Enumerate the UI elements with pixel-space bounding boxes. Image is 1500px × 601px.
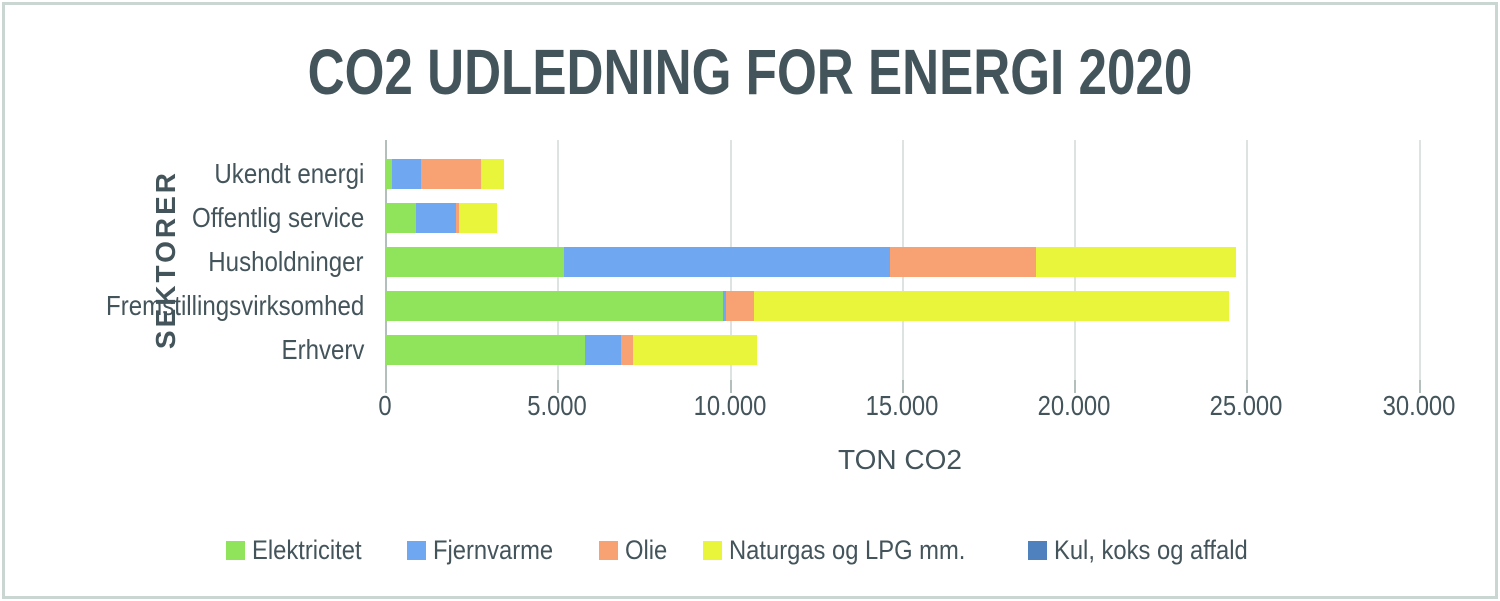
category-row: Fremstillingsvirksomhed (0, 284, 374, 328)
bar-segment (564, 247, 890, 277)
bar-segment (722, 291, 727, 321)
legend-item: Olie (599, 535, 673, 566)
bar-segment (889, 247, 1037, 277)
bar-segment (584, 335, 621, 365)
category-row: Erhverv (0, 328, 374, 372)
bar-segment (385, 291, 723, 321)
bar-segment (455, 203, 460, 233)
chart-legend: Elektricitet Fjernvarme Olie Naturgas og LP… (0, 535, 1500, 566)
bar-segment (385, 159, 392, 189)
axis-tick (1419, 380, 1421, 393)
bar-segment (753, 291, 1230, 321)
bar-segment (385, 247, 565, 277)
legend-item: Naturgas og LPG mm. (703, 535, 998, 566)
bar-row (385, 335, 758, 365)
legend-color-swatch (1027, 541, 1047, 560)
legend-color-swatch (599, 541, 619, 560)
bar-segment (621, 335, 634, 365)
bar-segment (421, 159, 482, 189)
bar-segment (726, 291, 754, 321)
axis-tick (1074, 380, 1076, 393)
axis-tick (385, 380, 387, 393)
legend-item: Kul, koks og affald (1027, 535, 1274, 566)
x-tick-label: 30.000 (1382, 390, 1456, 421)
chart-title: CO2 UDLEDNING FOR ENERGI 2020 (0, 40, 1500, 104)
bar-row (385, 291, 1230, 321)
legend-label: Olie (625, 535, 668, 565)
legend-item: Fjernvarme (406, 535, 570, 566)
legend-color-swatch (406, 541, 426, 560)
category-label: Offentlig service (191, 202, 364, 233)
x-tick-label: 10.000 (693, 390, 767, 421)
category-labels: Ukendt energi Offentlig service Husholdnin… (0, 152, 374, 372)
x-tick-label: 15.000 (865, 390, 939, 421)
x-tick-label: 25.000 (1209, 390, 1283, 421)
gridline (1246, 140, 1248, 380)
legend-label: Elektricitet (252, 535, 362, 565)
bar-segment (385, 335, 585, 365)
axis-tick (730, 380, 732, 393)
x-axis-title-text: TON CO2 (838, 444, 962, 475)
x-axis-title: TON CO2 (838, 444, 962, 476)
bar-segment (391, 159, 422, 189)
gridline (1419, 140, 1421, 380)
legend-label: Naturgas og LPG mm. (729, 535, 966, 565)
axis-tick (1246, 380, 1248, 393)
bar-row (385, 247, 1236, 277)
category-row: Offentlig service (0, 196, 374, 240)
x-tick-label: 0 (378, 390, 392, 421)
bar-row (385, 203, 497, 233)
x-tick-label: 5.000 (527, 390, 587, 421)
bar-segment (481, 159, 504, 189)
legend-color-swatch (226, 541, 246, 560)
x-tick-label: 20.000 (1037, 390, 1111, 421)
legend-item: Elektricitet (226, 535, 377, 566)
plot-area (385, 140, 1460, 393)
bar-segment (633, 335, 758, 365)
category-label: Erhverv (281, 334, 364, 365)
category-label: Husholdninger (208, 246, 364, 277)
bar-segment (459, 203, 497, 233)
axis-tick (557, 380, 559, 393)
bar-row (385, 159, 504, 189)
x-axis-tick-labels: 0 5.000 10.000 15.000 20.000 25.000 30.000 (0, 390, 1500, 424)
legend-label: Kul, koks og affald (1053, 535, 1248, 565)
category-row: Husholdninger (0, 240, 374, 284)
chart-title-text: CO2 UDLEDNING FOR ENERGI 2020 (307, 36, 1193, 108)
bar-segment (1036, 247, 1236, 277)
category-row: Ukendt energi (0, 152, 374, 196)
bar-segment (385, 203, 416, 233)
category-label: Fremstillingsvirksomhed (105, 290, 364, 321)
bar-segment (416, 203, 456, 233)
category-label: Ukendt energi (214, 158, 364, 189)
legend-label: Fjernvarme (432, 535, 553, 565)
legend-color-swatch (703, 541, 723, 560)
axis-tick (902, 380, 904, 393)
